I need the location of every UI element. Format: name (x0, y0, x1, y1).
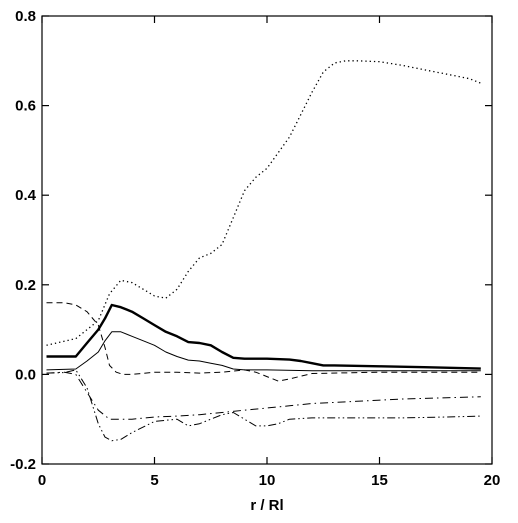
y-tick-label: 0.4 (15, 187, 37, 204)
series-layer (46, 60, 482, 442)
x-tick-label: 10 (259, 472, 276, 489)
series-line-dotted (46, 60, 482, 346)
x-tick-label: 20 (484, 472, 501, 489)
y-tick-label: 0.8 (15, 8, 36, 25)
series-line-solid-thick (46, 303, 481, 370)
y-tick-label: 0.0 (15, 366, 36, 383)
y-ticks (42, 15, 492, 465)
y-tick-labels: -0.2 0.0 0.2 0.4 0.6 0.8 (10, 8, 37, 473)
x-axis-title: r / Rl (250, 497, 283, 514)
series-line-dash-dot (46, 371, 481, 420)
series-line-dashed (46, 302, 481, 382)
x-ticks (41, 16, 493, 464)
y-tick-label: -0.2 (10, 456, 36, 473)
x-tick-label: 0 (38, 472, 46, 489)
y-tick-label: 0.6 (15, 98, 36, 115)
series-line-dash-dot-dot (46, 369, 481, 442)
y-tick-label: 0.2 (15, 277, 36, 294)
x-tick-label: 15 (371, 472, 388, 489)
x-tick-labels: 0 5 10 15 20 (38, 472, 501, 489)
x-tick-label: 5 (150, 472, 158, 489)
plot-frame (41, 15, 493, 465)
series-line-solid-thin (46, 331, 481, 372)
